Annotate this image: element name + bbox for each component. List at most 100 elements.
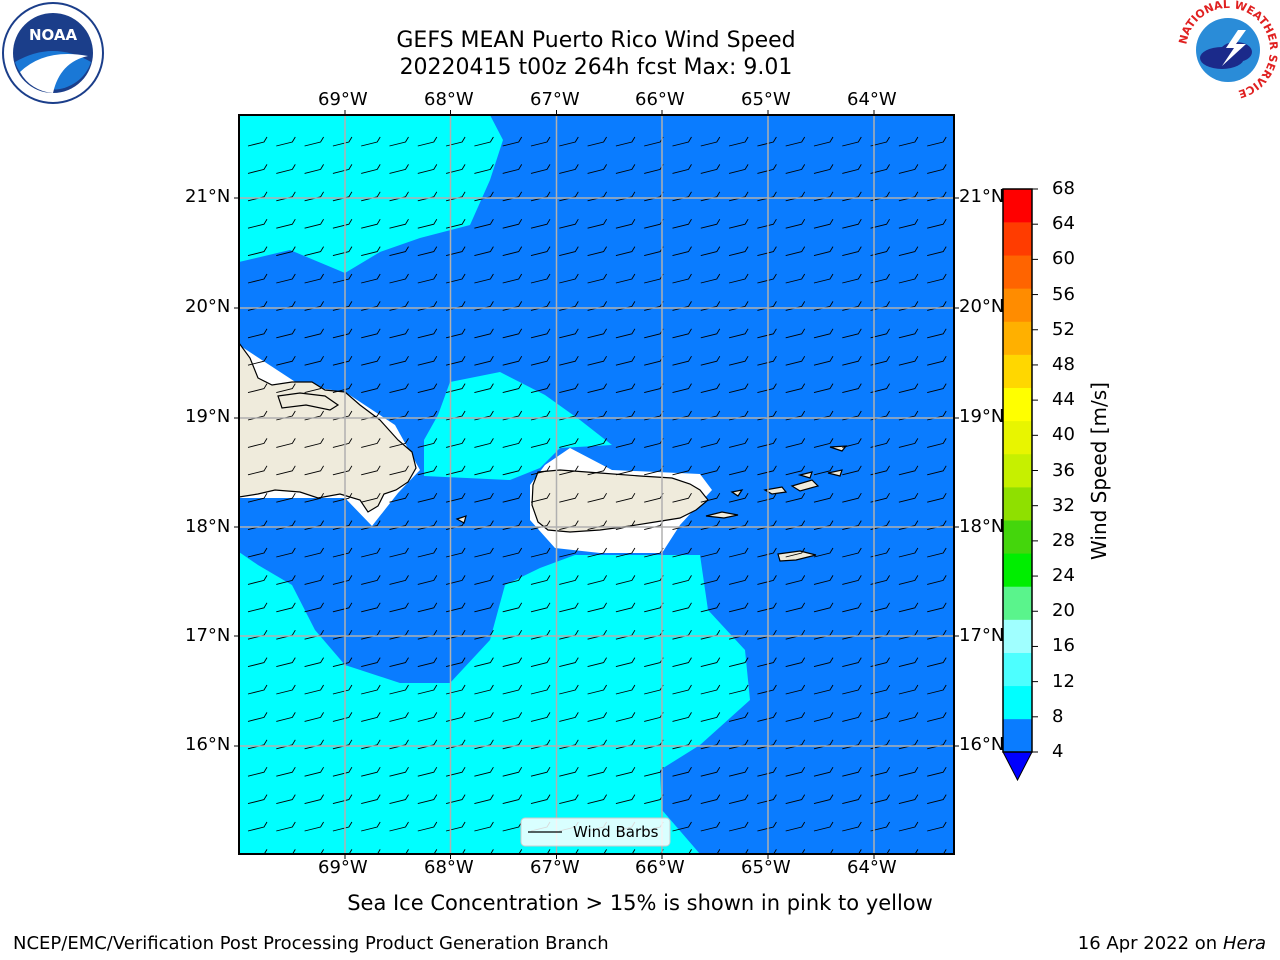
wind-barb	[785, 328, 806, 339]
wind-barb	[247, 766, 268, 777]
wind-barb	[842, 273, 862, 284]
wind-barb	[672, 438, 692, 448]
wind-barb	[813, 684, 834, 695]
wind-barb	[263, 849, 268, 854]
wind-barb	[927, 191, 947, 202]
wind-barb	[502, 602, 523, 613]
wind-barb	[332, 712, 353, 722]
wind-barb	[700, 328, 721, 339]
wind-barb	[417, 794, 438, 805]
land-anegada	[827, 469, 843, 477]
wind-barb	[361, 575, 381, 585]
wind-barb	[445, 355, 466, 366]
wind-barb	[615, 355, 636, 366]
wind-barb	[898, 712, 919, 722]
wind-barb	[700, 136, 721, 147]
wind-barb	[744, 849, 749, 854]
wind-barb	[276, 629, 296, 640]
wind-barb	[728, 273, 749, 284]
wind-barb	[700, 547, 721, 558]
wind-barb	[474, 465, 494, 476]
wind-barb	[389, 629, 409, 640]
wind-barb	[530, 657, 551, 668]
wind-barb	[445, 794, 466, 805]
wind-barb	[361, 684, 381, 695]
colorbar-tick-label: 64	[1052, 213, 1075, 235]
wind-barb	[842, 465, 862, 476]
wind-barb	[332, 766, 353, 777]
wind-barb	[276, 383, 296, 394]
wind-barb	[829, 849, 834, 854]
wind-barb	[700, 657, 721, 668]
wind-barb	[870, 355, 890, 366]
wind-barb	[247, 520, 268, 531]
wind-barb	[445, 739, 466, 750]
wind-barb	[587, 657, 607, 668]
wind-barb	[813, 629, 834, 640]
wind-barb	[672, 218, 692, 229]
wind-barb	[361, 547, 381, 558]
wind-barb	[813, 712, 834, 722]
wind-barb	[757, 547, 777, 558]
wind-barb	[927, 739, 947, 750]
wind-barb	[587, 492, 607, 503]
lat-label-right: 19°N	[959, 406, 1005, 427]
wind-barb	[445, 547, 466, 558]
wind-barb	[474, 492, 494, 503]
wind-barb	[332, 383, 353, 394]
wind-barb	[304, 575, 324, 585]
wind-barb	[615, 492, 636, 503]
wind-barb	[445, 191, 466, 202]
colorbar-block	[1003, 718, 1032, 753]
wind-barb	[474, 657, 494, 668]
wind-barb	[757, 766, 777, 777]
wind-barb	[530, 438, 551, 448]
wind-barb	[502, 465, 523, 476]
wind-barb	[898, 328, 919, 339]
wind-barb	[672, 492, 692, 503]
wind-barb	[332, 684, 353, 695]
wind-barb	[530, 218, 551, 229]
colorbar-block	[1003, 288, 1032, 322]
wind-barb	[474, 438, 494, 448]
wind-barb	[530, 136, 551, 147]
wind-barb	[785, 629, 806, 640]
wind-barb	[898, 438, 919, 448]
wind-barb	[361, 246, 381, 257]
wind-barb	[813, 520, 834, 531]
wind-barb	[898, 520, 919, 531]
wind-barb	[942, 849, 947, 854]
wind-barb	[304, 766, 324, 777]
wind-barb	[276, 492, 296, 503]
wind-barb	[927, 218, 947, 229]
wind-barb	[672, 246, 692, 257]
wind-barb	[700, 246, 721, 257]
wind-barb	[757, 465, 777, 476]
wind-barb	[870, 766, 890, 777]
wind-barb	[615, 465, 636, 476]
wind-barb	[361, 301, 381, 311]
wind-barb	[587, 164, 607, 174]
wind-barb	[927, 629, 947, 640]
wind-barb	[615, 520, 636, 531]
wind-barb	[728, 602, 749, 613]
wind-barb	[757, 739, 777, 750]
wind-barb	[417, 301, 438, 311]
wind-barb	[559, 246, 579, 257]
wind-barb	[304, 383, 324, 394]
wind-barb	[870, 575, 890, 585]
wind-barb	[615, 629, 636, 640]
wind-barb	[247, 492, 268, 503]
wind-barb	[672, 355, 692, 366]
colorbar-block	[1003, 619, 1032, 653]
wind-barb	[728, 465, 749, 476]
wind-barb	[672, 602, 692, 613]
wind-barb	[842, 520, 862, 531]
wind-barb	[361, 328, 381, 339]
wind-barb	[927, 821, 947, 832]
wind-barb	[728, 712, 749, 722]
wind-barb	[247, 191, 268, 202]
wind-barb	[615, 438, 636, 448]
wind-barb	[361, 191, 381, 202]
wind-barb	[813, 547, 834, 558]
